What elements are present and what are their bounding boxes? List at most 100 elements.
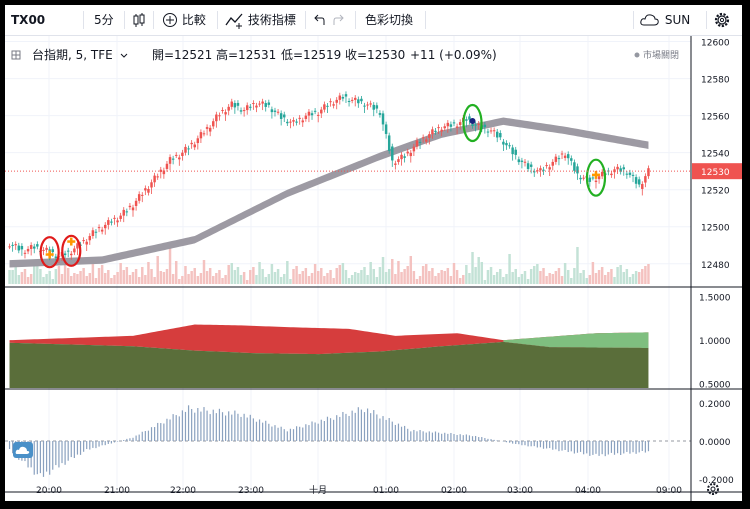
volume-bar: [85, 276, 88, 284]
last-price-label: 12530: [701, 168, 730, 178]
volume-bar: [350, 275, 354, 284]
candle-body: [483, 124, 487, 128]
candle-body: [505, 143, 508, 146]
volume-bar: [421, 266, 425, 284]
undo-button[interactable]: [311, 5, 325, 35]
redo-button[interactable]: [333, 5, 347, 35]
volume-bar: [252, 267, 255, 284]
interval-button[interactable]: 5分: [94, 5, 114, 35]
volume-bar: [533, 266, 536, 284]
candle-body: [20, 246, 24, 250]
volume-bar: [298, 274, 301, 284]
candle-body: [239, 110, 243, 112]
candle-body: [533, 171, 536, 173]
candle-body: [249, 106, 252, 108]
volume-bar: [70, 276, 73, 284]
legend-menu-button[interactable]: [120, 53, 128, 58]
candle-body: [162, 170, 166, 175]
volume-bar: [628, 277, 632, 284]
candle-body: [375, 105, 379, 109]
candle-body: [517, 159, 521, 163]
volume-bar: [97, 268, 101, 284]
compare-button[interactable]: 比較: [162, 5, 206, 35]
chart-style-button[interactable]: [131, 5, 147, 35]
candle-body: [150, 182, 153, 188]
collapse-button[interactable]: [11, 50, 21, 60]
volume-bar: [51, 279, 54, 284]
volume-bar: [619, 265, 622, 284]
color-switch-button[interactable]: 色彩切換: [365, 5, 413, 35]
axis-settings-button[interactable]: [707, 483, 719, 495]
candle-body: [597, 176, 601, 180]
theme-button[interactable]: SUN: [639, 5, 690, 35]
volume-bar: [434, 276, 437, 284]
candle-body: [100, 229, 104, 232]
volume-bar: [616, 267, 619, 284]
price-tick-label: 12500: [701, 224, 730, 234]
candle-body: [103, 224, 107, 229]
symbol-search[interactable]: TX00: [11, 5, 45, 35]
indicators-button[interactable]: 技術指標: [224, 5, 296, 35]
candle-body: [286, 121, 289, 124]
volume-bar: [597, 270, 601, 284]
histogram-tick-label: 0.0000: [699, 438, 731, 448]
volume-bar: [523, 271, 527, 284]
volume-bar: [171, 274, 175, 284]
candle-body: [159, 169, 163, 172]
volume-bar: [17, 275, 21, 284]
candle-body: [279, 113, 283, 119]
volume-bar: [190, 271, 193, 284]
volume-bar: [335, 268, 338, 284]
volume-bar: [162, 272, 166, 284]
divider: [217, 11, 218, 29]
volume-bar: [604, 275, 607, 284]
volume-bar: [233, 270, 237, 284]
volume-bar: [181, 276, 184, 284]
candle-body: [347, 101, 351, 102]
volume-bar: [545, 276, 548, 284]
candle-body: [14, 244, 17, 246]
volume-bar: [137, 277, 141, 284]
candle-body: [212, 121, 215, 127]
volume-bar: [82, 268, 85, 284]
candle-body: [455, 126, 459, 128]
candle-body: [446, 122, 450, 127]
chart-area[interactable]: 12480 12500 12520 12540 12560 12580 12600 12530…: [5, 36, 742, 501]
volume-bar: [505, 274, 508, 284]
volume-bar: [363, 267, 366, 284]
volume-bar: [520, 274, 524, 284]
divider: [355, 11, 356, 29]
volume-bars: [8, 247, 650, 284]
candle-body: [452, 122, 456, 124]
candle-body: [421, 137, 425, 139]
cloud-logo-icon: [13, 442, 33, 458]
volume-bar: [360, 270, 363, 284]
candle-body: [289, 121, 292, 123]
candle-body: [492, 130, 496, 132]
volume-bar: [440, 270, 443, 284]
volume-bar: [165, 269, 169, 284]
grid: [5, 36, 691, 492]
candle-body: [307, 111, 311, 116]
highlight-ovals: [39, 103, 607, 269]
candle-body: [304, 115, 308, 119]
volume-bar: [514, 269, 517, 284]
candle-body: [625, 173, 629, 175]
candle-body: [29, 245, 33, 249]
candle-body: [298, 117, 301, 119]
candle-body: [116, 220, 119, 223]
volume-bar: [128, 275, 132, 284]
volume-bar: [295, 266, 298, 284]
candle-body: [554, 156, 558, 162]
volume-bar: [153, 277, 156, 284]
candle-body: [545, 165, 548, 167]
redo-icon: [333, 14, 344, 25]
settings-button[interactable]: [712, 5, 732, 35]
candle-body: [165, 163, 169, 169]
volume-bar: [492, 275, 496, 284]
volume-bar: [508, 254, 511, 284]
candle-body: [310, 113, 314, 116]
volume-bar: [625, 269, 629, 284]
candle-body: [122, 209, 125, 216]
volume-bar: [156, 256, 159, 284]
